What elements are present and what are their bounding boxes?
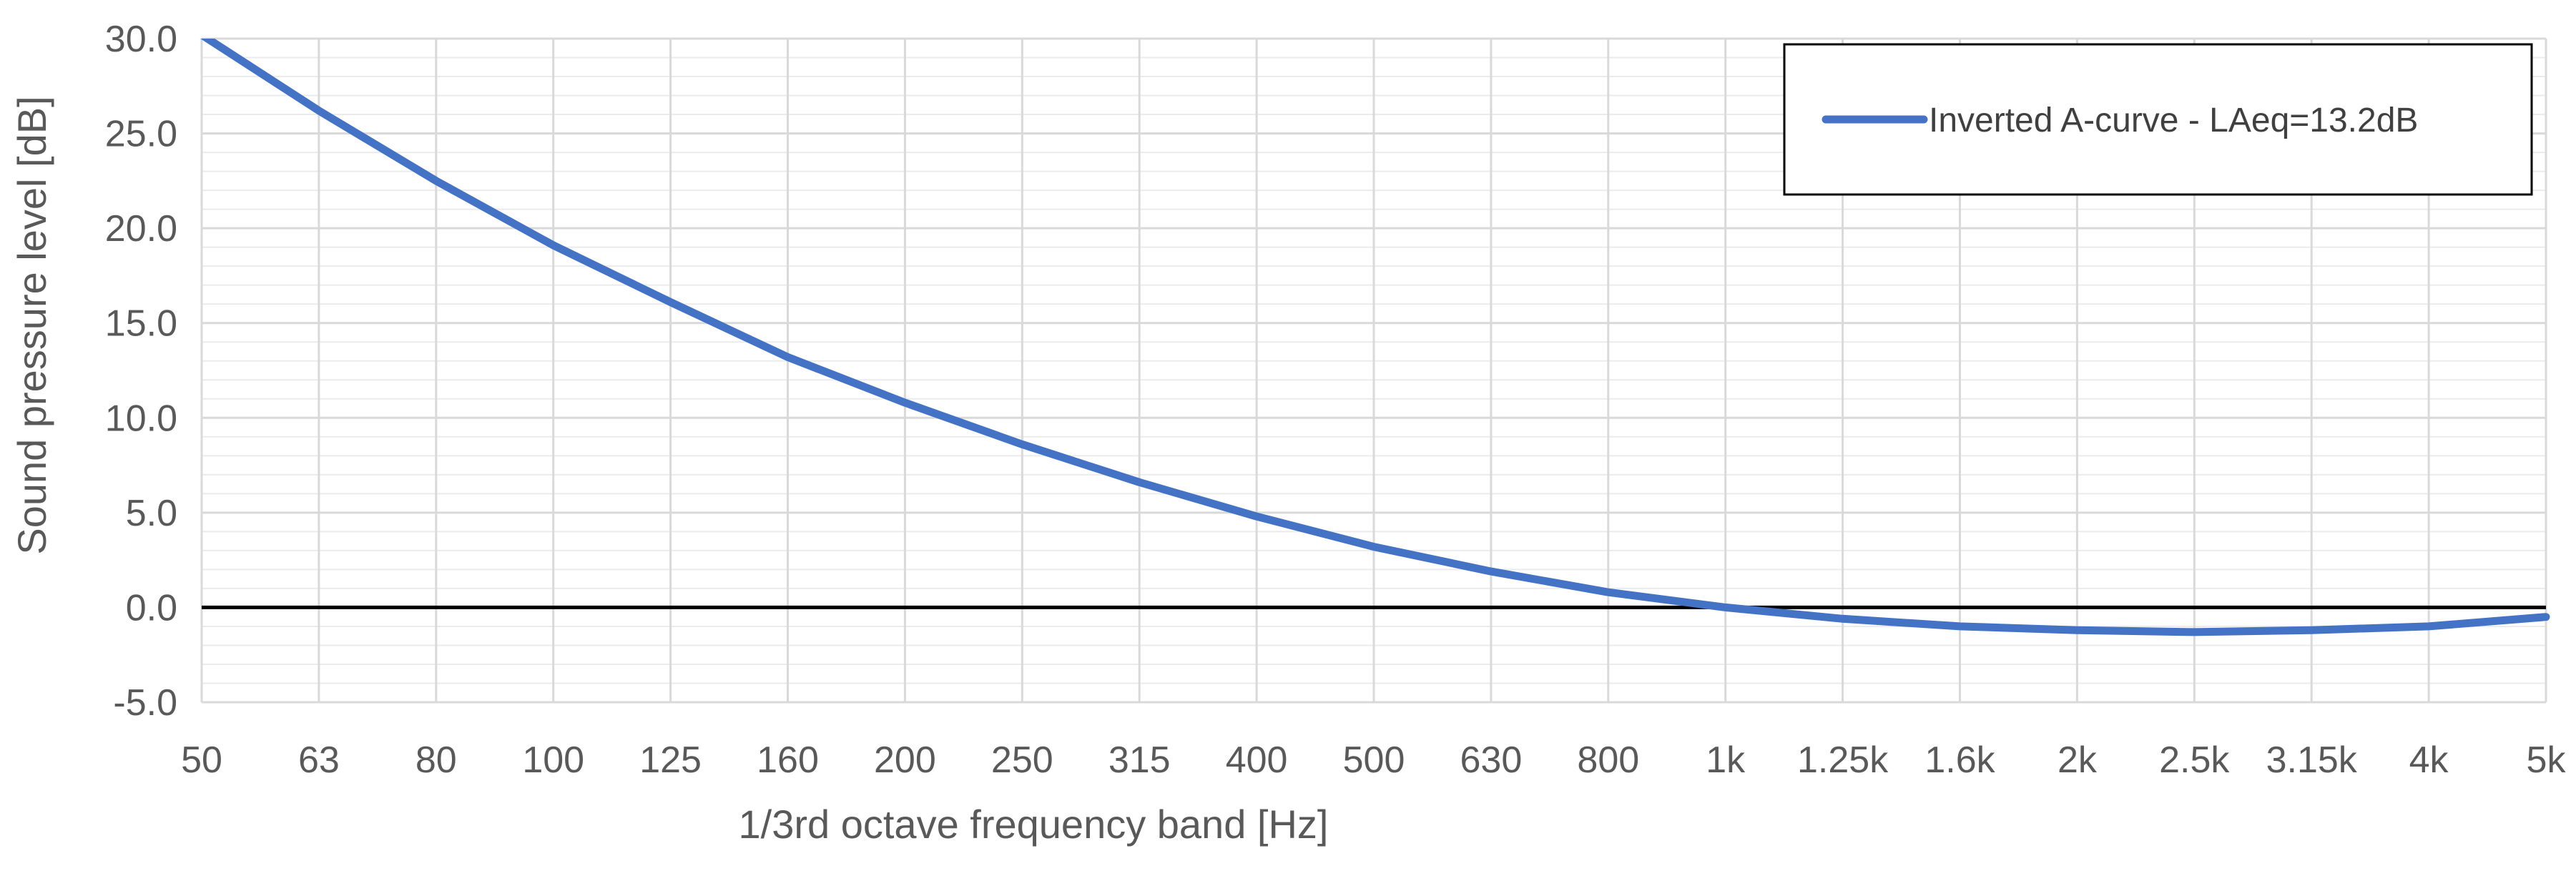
x-tick-label: 1.25k [1797,739,1889,781]
y-tick-label: 5.0 [126,493,177,534]
x-tick-label: 100 [522,739,584,781]
x-tick-label: 2.5k [2159,739,2230,781]
x-tick-label: 4k [2409,739,2449,781]
legend: Inverted A-curve - LAeq=13.2dB [1783,43,2533,196]
x-tick-label: 500 [1343,739,1405,781]
x-tick-label: 630 [1460,739,1523,781]
legend-label: Inverted A-curve - LAeq=13.2dB [1929,102,2418,139]
x-tick-label: 250 [991,739,1053,781]
y-tick-label: 15.0 [105,303,177,345]
x-tick-label: 800 [1577,739,1639,781]
y-tick-label: 10.0 [105,398,177,439]
x-tick-label: 160 [757,739,819,781]
y-tick-label: 0.0 [126,587,177,629]
y-axis-title: Sound pressure level [dB] [9,96,54,554]
x-tick-label: 50 [181,739,222,781]
x-axis-tick-labels: 50 63 80 100 125 160 200 250 315 400 500 630 800 1k 1.… [181,739,2566,781]
x-tick-label: 5k [2527,739,2567,781]
x-axis-title: 1/3rd octave frequency band [Hz] [739,802,1329,847]
x-tick-label: 80 [416,739,457,781]
y-axis-tick-labels: -5.0 0.0 5.0 10.0 15.0 20.0 25.0 30.0 [105,19,177,724]
x-tick-label: 1k [1706,739,1746,781]
x-tick-label: 315 [1108,739,1171,781]
x-tick-label: 63 [298,739,340,781]
x-tick-label: 2k [2058,739,2098,781]
x-tick-label: 1.6k [1924,739,1995,781]
x-tick-label: 125 [639,739,702,781]
x-tick-label: 200 [874,739,936,781]
x-tick-label: 400 [1226,739,1288,781]
y-tick-label: -5.0 [113,682,177,724]
y-tick-label: 20.0 [105,208,177,250]
series-line-inverted-a-curve [200,39,2550,636]
y-tick-label: 25.0 [105,114,177,155]
y-tick-label: 30.0 [105,19,177,60]
x-tick-label: 3.15k [2266,739,2358,781]
